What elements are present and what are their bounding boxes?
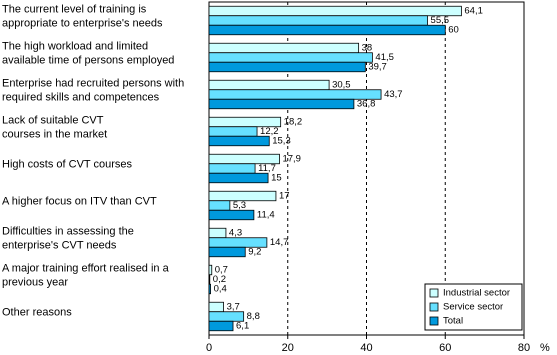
value-label: 0,2 [213, 274, 226, 285]
bar [208, 98, 355, 110]
value-label: 3,7 [227, 302, 240, 313]
x-tick-label: 0 [206, 342, 212, 354]
legend-swatch [429, 316, 439, 326]
category-label-line: Enterprise had recruited persons with [2, 77, 184, 89]
category-label-line: The high workload and limited [2, 40, 148, 52]
category-label-line: The current level of training is [2, 3, 147, 15]
legend-swatch [429, 288, 439, 298]
category-label-line: appropriate to enterprise's needs [2, 17, 163, 29]
bar [208, 5, 462, 17]
bar [208, 301, 224, 313]
x-tick-label: 40 [360, 342, 372, 354]
value-label: 17 [279, 191, 290, 202]
value-label: 11,4 [257, 210, 275, 221]
x-tick-label: 20 [282, 342, 294, 354]
value-label: 14,7 [270, 237, 289, 248]
category-label-line: courses in the market [2, 128, 107, 140]
category-label-line: A higher focus on ITV than CVT [2, 195, 157, 207]
value-label: 8,8 [247, 311, 260, 322]
bar [208, 89, 382, 100]
value-label: 60 [448, 25, 459, 36]
category-label-line: Difficulties in assessing the [2, 225, 134, 237]
category-label-line: enterprise's CVT needs [2, 239, 117, 251]
category-label-line: available time of persons employed [2, 54, 174, 66]
value-label: 64,1 [464, 6, 483, 17]
bar [208, 135, 270, 147]
category-label: A major training effort realised in a pre… [2, 262, 170, 288]
bar [208, 172, 269, 184]
value-label: 18,2 [284, 117, 303, 128]
value-label: 17,9 [282, 154, 301, 165]
bar [208, 200, 231, 211]
legend-label: Service sector [443, 302, 503, 313]
value-label: 39,7 [368, 62, 387, 73]
x-tick-label: 60 [439, 342, 451, 354]
bar [208, 209, 255, 221]
category-label: Lack of suitable CVT courses in the marke… [2, 114, 107, 140]
bar [208, 79, 330, 91]
category-label: The high workload and limited available t… [2, 40, 174, 66]
category-label-line: Other reasons [2, 306, 72, 318]
category-label: A higher focus on ITV than CVT [2, 195, 157, 207]
value-label: 41,5 [375, 52, 394, 63]
value-label: 11,7 [258, 163, 276, 174]
bar [208, 190, 277, 202]
bar [208, 264, 213, 276]
legend-swatch [429, 302, 439, 312]
value-label: 15 [271, 173, 282, 184]
bar [208, 15, 428, 26]
bar [208, 61, 366, 73]
bar [208, 24, 446, 36]
value-label: 43,7 [384, 89, 403, 100]
legend-label: Industrial sector [443, 288, 510, 299]
value-label: 5,3 [233, 200, 246, 211]
value-label: 9,2 [248, 247, 261, 258]
bar [208, 42, 360, 54]
value-label: 55,5 [431, 15, 450, 26]
value-label: 12,2 [260, 126, 279, 137]
value-label: 38 [362, 43, 373, 54]
bar [208, 227, 227, 239]
value-label: 6,1 [236, 321, 249, 332]
value-label: 0,7 [215, 265, 228, 276]
bar [208, 283, 211, 295]
category-label-line: required skills and competences [2, 91, 160, 103]
value-label: 15,3 [272, 136, 291, 147]
category-label: Other reasons [2, 306, 72, 318]
bar [208, 163, 256, 174]
bar [208, 274, 211, 285]
category-label: The current level of training is appropri… [2, 3, 163, 29]
value-label: 36,8 [357, 99, 376, 110]
bar [208, 126, 258, 137]
category-label-line: previous year [2, 276, 68, 288]
bar [208, 246, 246, 258]
value-label: 30,5 [332, 80, 351, 91]
category-label-line: Lack of suitable CVT [2, 114, 104, 126]
category-label: Enterprise had recruited persons with req… [2, 77, 184, 103]
bar [208, 52, 373, 63]
legend-label: Total [443, 316, 463, 327]
category-label: High costs of CVT courses [2, 158, 133, 170]
category-label: Difficulties in assessing the enterprise'… [2, 225, 134, 251]
legend-box [424, 283, 523, 331]
value-label: 4,3 [229, 228, 242, 239]
category-label-line: A major training effort realised in a [2, 262, 170, 274]
value-label: 0,4 [214, 284, 227, 295]
x-tick-label: 80 [518, 342, 530, 354]
category-label-line: High costs of CVT courses [2, 158, 133, 170]
x-axis-label: % [540, 342, 550, 354]
bar [208, 320, 234, 332]
